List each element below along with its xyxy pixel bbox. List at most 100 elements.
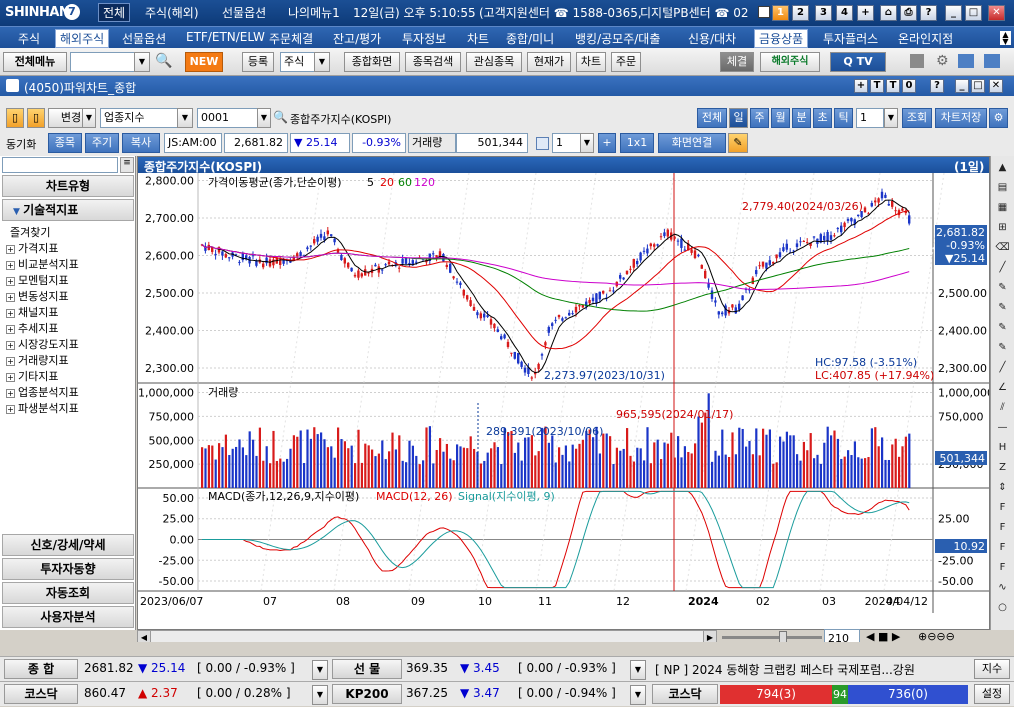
tree-item[interactable]: + 시장강도지표 — [6, 336, 79, 352]
chevron-down-icon[interactable]: ▼ — [630, 685, 646, 705]
pen-icon[interactable]: ✎ — [998, 322, 1007, 333]
close-button[interactable]: ✕ — [988, 5, 1005, 21]
screen-2-button[interactable]: 2 — [792, 5, 809, 21]
period-minute[interactable]: 분 — [792, 108, 811, 128]
period-week[interactable]: 주 — [750, 108, 769, 128]
menu-scroll-icon[interactable]: ▲ ▼ — [1000, 31, 1011, 46]
stock-search-button[interactable]: 종목검색 — [405, 52, 461, 72]
text-size-icon[interactable]: T — [886, 79, 900, 93]
watchlist-button[interactable]: 관심종목 — [466, 52, 522, 72]
code-input[interactable]: 0001 — [197, 108, 271, 128]
sync-stock-toggle[interactable]: 종목 — [48, 133, 82, 153]
tab-all[interactable]: 전체 — [98, 3, 131, 22]
search-icon[interactable]: 🔍 — [273, 110, 288, 124]
news-ticker[interactable]: [ NP ] 2024 동해항 크랩킹 페스타 국제포럼...강원 — [655, 663, 915, 677]
screen-1-button[interactable]: 1 — [772, 5, 789, 21]
pen-icon[interactable]: ✎ — [998, 282, 1007, 293]
expand-icon[interactable]: + — [6, 389, 15, 398]
maximize-button[interactable]: □ — [965, 5, 982, 21]
window-list-icon[interactable] — [984, 54, 1000, 68]
chart-area[interactable]: 종합주가지수(KOSPI) (1일) 2,800.00 2,700.00 2,600… — [137, 156, 990, 630]
sidebar-item-investor-trend[interactable]: 투자자동향 — [2, 558, 134, 580]
pen-icon[interactable]: ✎ — [998, 342, 1007, 353]
print-icon[interactable]: ⎙ — [900, 5, 917, 21]
minimize-button[interactable]: _ — [945, 5, 962, 21]
tree-item[interactable]: + 기타지표 — [6, 368, 58, 384]
menu-order[interactable]: 주문체결 — [269, 32, 314, 46]
inquire-button[interactable]: 조회 — [902, 108, 932, 128]
tree-item[interactable]: + 모멘텀지표 — [6, 272, 69, 288]
panel-toggle-icon[interactable]: ▯ — [6, 108, 24, 128]
vline-icon[interactable]: H — [998, 442, 1007, 453]
category-select[interactable]: 업종지수 — [100, 108, 192, 128]
arrow-icon[interactable]: ▲ — [998, 162, 1007, 173]
zero-icon[interactable]: 0 — [902, 79, 916, 93]
layout-icon[interactable] — [910, 54, 924, 68]
gear-icon[interactable]: ⚙ — [989, 108, 1008, 128]
current-price-button[interactable]: 현재가 — [527, 52, 571, 72]
hline-icon[interactable]: — — [997, 422, 1008, 433]
expand-icon[interactable]: + — [6, 325, 15, 334]
fibo-icon[interactable]: F — [999, 562, 1006, 573]
all-menu-button[interactable]: 전체메뉴 — [3, 52, 67, 72]
period-second[interactable]: 초 — [813, 108, 832, 128]
fibo-icon[interactable]: F — [999, 522, 1006, 533]
eraser-icon[interactable]: ⌫ — [995, 242, 1010, 253]
expand-icon[interactable]: + — [6, 261, 15, 270]
menu-invest-info[interactable]: 투자정보 — [402, 32, 447, 46]
period-month[interactable]: 월 — [771, 108, 790, 128]
play-back-icon[interactable]: ◀ ■ ▶ — [866, 630, 901, 643]
tree-item[interactable]: + 추세지표 — [6, 320, 58, 336]
checkbox-icon[interactable] — [536, 137, 549, 150]
tab-my-menu[interactable]: 나의메뉴1 — [288, 6, 340, 20]
move-icon[interactable]: ⇕ — [998, 482, 1007, 493]
minimize-button[interactable]: _ — [955, 79, 969, 93]
new-badge[interactable]: NEW — [185, 52, 223, 72]
layout-1x1-button[interactable]: 1x1 — [620, 133, 654, 153]
angle-icon[interactable]: ∠ — [998, 382, 1007, 393]
fibo-icon[interactable]: F — [999, 502, 1006, 513]
tab-futures-options[interactable]: 선물옵션 — [222, 6, 267, 20]
chevron-down-icon[interactable]: ▼ — [314, 52, 330, 72]
expand-icon[interactable]: + — [6, 293, 15, 302]
executions-button[interactable]: 체결 — [720, 52, 754, 72]
chevron-down-icon[interactable]: ▼ — [312, 660, 328, 680]
chevron-down-icon[interactable]: ▼ — [312, 685, 328, 705]
sync-period-toggle[interactable]: 주기 — [85, 133, 119, 153]
menu-online-branch[interactable]: 온라인지점 — [898, 32, 954, 46]
home-icon[interactable]: ⌂ — [880, 5, 897, 21]
zigzag-icon[interactable]: Z — [999, 462, 1006, 473]
menu-futures[interactable]: 선물옵션 — [122, 32, 167, 46]
line-icon[interactable]: ╱ — [999, 362, 1006, 373]
wave-icon[interactable]: ∿ — [998, 582, 1007, 593]
expand-icon[interactable]: + — [6, 245, 15, 254]
screen-link-button[interactable]: 화면연결 — [658, 133, 726, 153]
cycle-icon[interactable]: ○ — [998, 602, 1007, 613]
expand-icon[interactable]: + — [6, 277, 15, 286]
menu-chart[interactable]: 차트 — [467, 32, 490, 46]
tree-item[interactable]: + 비교분석지표 — [6, 256, 79, 272]
zoom-icons[interactable]: ⊕⊖⊖⊖ — [918, 630, 955, 643]
chevron-down-icon[interactable]: ▼ — [884, 108, 898, 128]
period-all[interactable]: 전체 — [697, 108, 727, 128]
technical-indicator-header[interactable]: ▼ 기술적지표 — [2, 199, 134, 221]
tree-item[interactable]: + 거래량지표 — [6, 352, 69, 368]
expand-icon[interactable]: + — [6, 373, 15, 382]
indicator-search-input[interactable] — [2, 157, 118, 173]
table-icon[interactable]: ▤ — [997, 182, 1008, 193]
menu-stock[interactable]: 주식 — [18, 32, 41, 46]
expand-icon[interactable]: + — [6, 405, 15, 414]
chevron-down-icon[interactable]: ▼ — [134, 52, 150, 72]
search-icon[interactable]: 🔍 — [155, 53, 173, 69]
menu-mini[interactable]: 종합/미니 — [506, 32, 555, 46]
screen-3-button[interactable]: 3 — [815, 5, 832, 21]
tree-item[interactable]: + 가격지표 — [6, 240, 58, 256]
expand-icon[interactable]: + — [6, 341, 15, 350]
expand-icon[interactable]: + — [6, 357, 15, 366]
tree-item[interactable]: + 채널지표 — [6, 304, 58, 320]
text-icon[interactable]: T — [870, 79, 884, 93]
chevron-down-icon[interactable]: ▼ — [257, 108, 271, 128]
panel-toggle-icon[interactable]: ▯ — [27, 108, 45, 128]
checkbox-icon[interactable] — [758, 6, 770, 18]
help-button[interactable]: ? — [920, 5, 937, 21]
